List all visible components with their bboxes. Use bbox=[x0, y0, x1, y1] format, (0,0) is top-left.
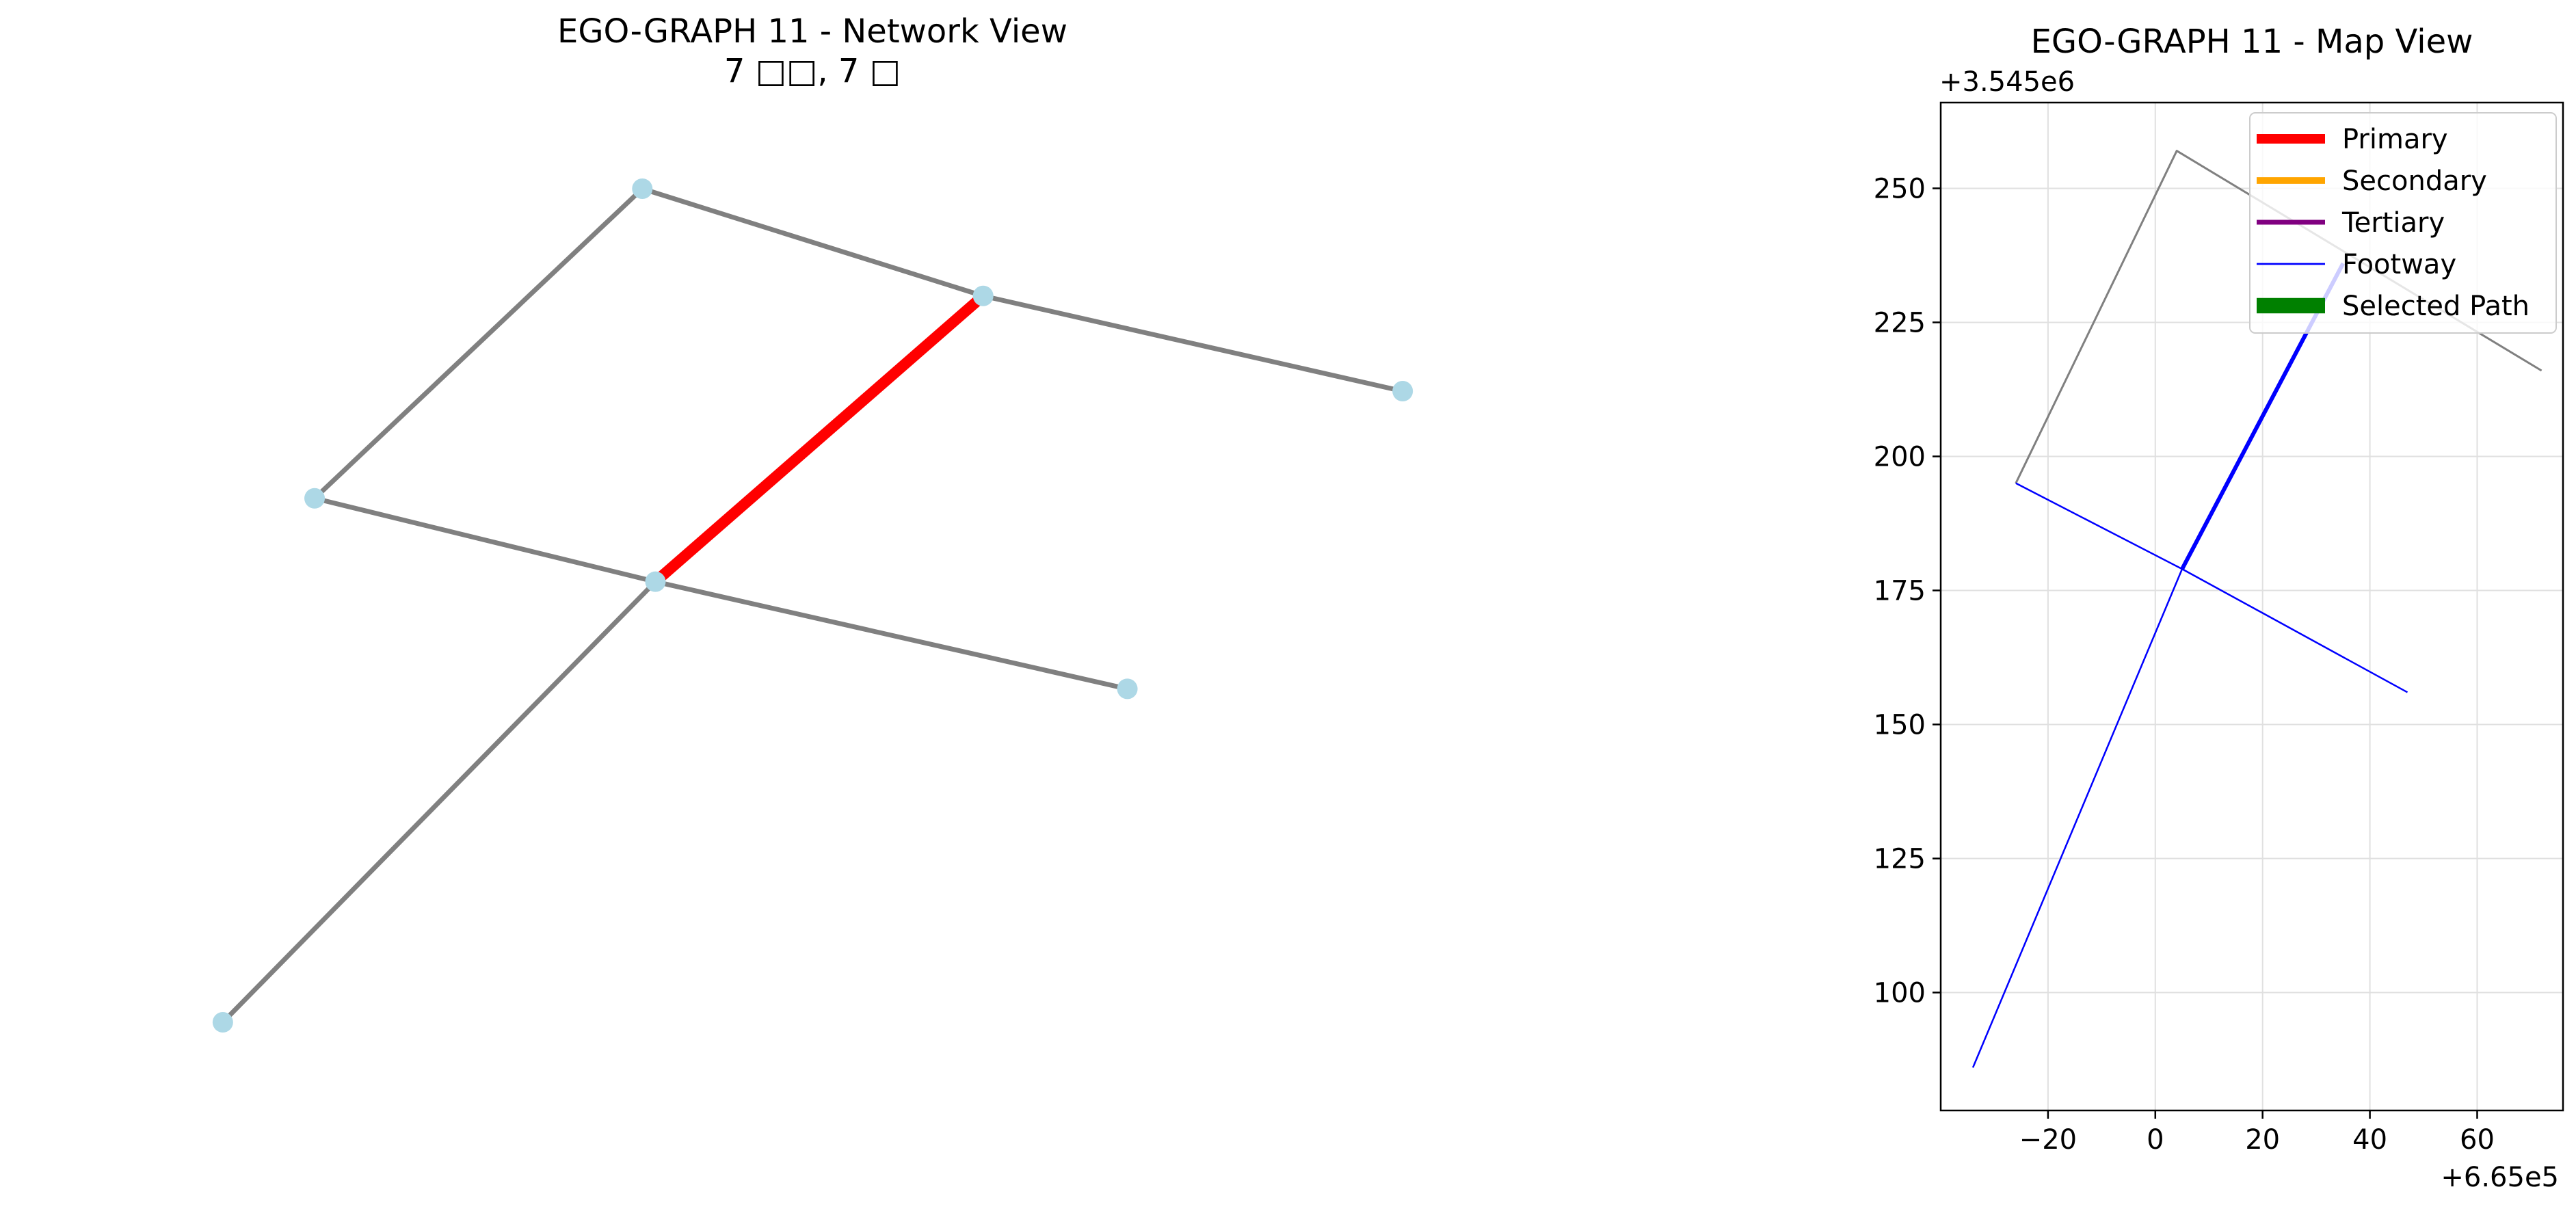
y-tick-label: 125 bbox=[1874, 844, 1926, 875]
x-tick-label: 0 bbox=[2147, 1124, 2164, 1156]
legend-label: Tertiary bbox=[2341, 207, 2445, 239]
legend-label: Selected Path bbox=[2342, 291, 2529, 322]
network-node bbox=[212, 1012, 233, 1033]
network-node bbox=[1117, 678, 1138, 700]
network-edge bbox=[982, 293, 1403, 394]
network-view-panel: EGO-GRAPH 11 - Network View 7 □□, 7 □ bbox=[212, 12, 1413, 1033]
network-title-line2: 7 □□, 7 □ bbox=[724, 52, 901, 90]
map-title: EGO-GRAPH 11 - Map View bbox=[2031, 23, 2473, 61]
network-edge bbox=[313, 187, 644, 501]
map-view-panel: EGO-GRAPH 11 - Map View +3.545e6 +6.65e5… bbox=[1874, 23, 2564, 1193]
y-tick-label: 175 bbox=[1874, 575, 1926, 607]
network-edge bbox=[641, 186, 984, 299]
network-node bbox=[1392, 381, 1413, 402]
x-tick-label: 40 bbox=[2352, 1124, 2387, 1156]
y-offset-label: +3.545e6 bbox=[1939, 66, 2075, 98]
legend-box bbox=[2249, 112, 2557, 334]
x-offset-label: +6.65e5 bbox=[2441, 1162, 2559, 1193]
network-edge bbox=[221, 580, 657, 1024]
y-tick-label: 100 bbox=[1874, 978, 1926, 1009]
legend-label: Secondary bbox=[2342, 165, 2487, 197]
map-legend: Primary Secondary Tertiary Footway Selected … bbox=[2249, 112, 2557, 334]
network-edge bbox=[654, 579, 1128, 691]
network-nodes bbox=[212, 178, 1413, 1033]
legend-label: Footway bbox=[2342, 249, 2456, 280]
y-tick-label: 225 bbox=[1874, 307, 1926, 338]
x-tick-label: 60 bbox=[2460, 1124, 2495, 1156]
network-edge-highlighted bbox=[652, 291, 987, 586]
network-node bbox=[972, 285, 994, 306]
x-tick-label: −20 bbox=[2019, 1124, 2077, 1156]
y-tick-label: 250 bbox=[1874, 173, 1926, 204]
network-edge bbox=[314, 496, 656, 585]
network-node bbox=[632, 178, 653, 199]
map-axes-frame bbox=[1939, 101, 2564, 1112]
y-tick-label: 150 bbox=[1874, 709, 1926, 741]
network-node bbox=[645, 571, 666, 592]
network-node bbox=[304, 488, 326, 509]
network-edges bbox=[221, 186, 1403, 1024]
x-tick-label: 20 bbox=[2245, 1124, 2280, 1156]
network-title-line1: EGO-GRAPH 11 - Network View bbox=[557, 12, 1067, 51]
legend-label: Primary bbox=[2342, 124, 2448, 155]
y-tick-label: 200 bbox=[1874, 441, 1926, 473]
map-ticks: −20 0 20 40 60 100 125 150 175 200 225 250 bbox=[1874, 173, 2495, 1156]
